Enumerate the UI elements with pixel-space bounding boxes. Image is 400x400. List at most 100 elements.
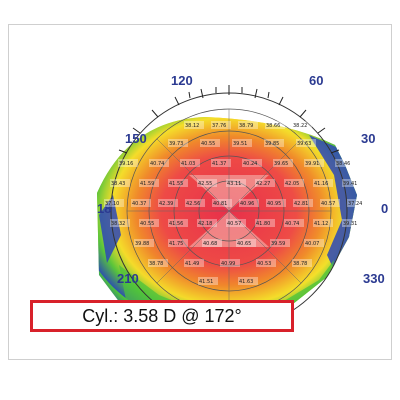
keratometry-value-bg (180, 159, 200, 167)
keratometry-value: 41.75 (169, 241, 183, 247)
keratometry-value-bg (342, 219, 362, 227)
keratometry-value: 42.18 (198, 221, 212, 227)
keratometry-value: 40.37 (132, 201, 146, 207)
keratometry-value: 39.65 (274, 161, 288, 167)
keratometry-value-bg (255, 219, 275, 227)
keratometry-value-bg (347, 199, 367, 207)
keratometry-value: 39.16 (119, 161, 133, 167)
keratometry-value-bg (264, 139, 284, 147)
keratometry-value-bg (242, 159, 262, 167)
keratometry-value-bg (273, 159, 293, 167)
keratometry-value-bg (292, 121, 312, 129)
keratometry-value-bg (211, 121, 231, 129)
keratometry-value-bg (266, 199, 286, 207)
keratometry-value: 40.74 (150, 161, 164, 167)
keratometry-value: 39.88 (135, 241, 149, 247)
keratometry-value: 41.56 (169, 221, 183, 227)
keratometry-value-bg (168, 179, 188, 187)
keratometry-value: 40.95 (267, 201, 281, 207)
keratometry-value: 40.65 (237, 241, 251, 247)
keratometry-value: 41.51 (199, 279, 213, 285)
keratometry-value: 38.43 (111, 181, 125, 187)
keratometry-value-bg (265, 121, 285, 129)
keratometry-value-bg (320, 199, 340, 207)
keratometry-value: 39.31 (343, 221, 357, 227)
keratometry-value-bg (110, 219, 130, 227)
keratometry-value: 42.39 (159, 201, 173, 207)
meridian-lines (127, 109, 331, 313)
keratometry-value: 42.56 (186, 201, 200, 207)
keratometry-value-bg (168, 239, 188, 247)
keratometry-value-bg (304, 239, 324, 247)
keratometry-value-bg (342, 179, 362, 187)
axis-label-0: 0 (381, 201, 388, 216)
cylinder-caption-text: Cyl.: 3.58 D @ 172° (82, 305, 242, 326)
keratometry-value-bg (185, 199, 205, 207)
keratometry-value-bg (270, 239, 290, 247)
keratometry-value-bg (304, 159, 324, 167)
keratometry-values: 38.12 37.76 38.79 38.66 38.22 39.73 40.55 39.51… (104, 121, 367, 285)
keratometry-value-bg (293, 199, 313, 207)
axis-label-180: 18 (97, 201, 111, 216)
keratometry-value: 40.99 (221, 261, 235, 267)
keratometry-value: 40.55 (140, 221, 154, 227)
keratometry-value-bg (168, 139, 188, 147)
axis-label-330: 330 (363, 271, 385, 286)
keratometry-value-bg (226, 219, 246, 227)
keratometry-value: 37.10 (105, 201, 119, 207)
keratometry-value-bg (238, 121, 258, 129)
keratometry-value-bg (149, 159, 169, 167)
keratometry-value: 37.24 (348, 201, 362, 207)
keratometry-value-bg (313, 219, 333, 227)
keratometry-value-bg (184, 259, 204, 267)
keratometry-value-bg (256, 259, 276, 267)
keratometry-value: 41.12 (314, 221, 328, 227)
keratometry-value-bg (184, 121, 204, 129)
keratometry-value: 40.68 (203, 241, 217, 247)
keratometry-value-bg (284, 219, 304, 227)
keratometry-value: 38.32 (111, 221, 125, 227)
keratometry-value: 43.11 (227, 181, 241, 187)
keratometry-value-bg (131, 199, 151, 207)
keratometry-value: 42.05 (285, 181, 299, 187)
cylinder-caption-box: Cyl.: 3.58 D @ 172° (30, 300, 294, 332)
keratometry-value-bg (220, 259, 240, 267)
keratometry-value: 40.57 (321, 201, 335, 207)
keratometry-value-bg (238, 277, 258, 285)
keratometry-value: 39.85 (265, 141, 279, 147)
keratometry-value: 41.55 (169, 181, 183, 187)
keratometry-value: 39.73 (169, 141, 183, 147)
keratometry-value-bg (200, 139, 220, 147)
keratometry-value: 38.46 (336, 161, 350, 167)
keratometry-value: 42.55 (198, 181, 212, 187)
keratometry-value: 38.22 (293, 123, 307, 129)
keratometry-value: 41.03 (181, 161, 195, 167)
keratometry-value: 40.81 (213, 201, 227, 207)
keratometry-value-bg (284, 179, 304, 187)
keratometry-value-bg (118, 159, 138, 167)
keratometry-value: 38.66 (266, 123, 280, 129)
keratometry-value-bg (226, 179, 246, 187)
keratometry-value: 40.07 (305, 241, 319, 247)
keratometry-value-bg (197, 179, 217, 187)
axis-label-60: 60 (309, 73, 323, 88)
keratometry-value-bg (232, 139, 252, 147)
keratometry-value-bg (239, 199, 259, 207)
keratometry-value: 40.74 (285, 221, 299, 227)
keratometry-value: 40.96 (240, 201, 254, 207)
keratometry-value: 37.76 (212, 123, 226, 129)
keratometry-value: 42.27 (256, 181, 270, 187)
keratometry-value: 41.16 (314, 181, 328, 187)
keratometry-value: 40.24 (243, 161, 257, 167)
keratometry-value: 42.81 (294, 201, 308, 207)
axis-label-120: 120 (171, 73, 193, 88)
keratometry-value: 38.78 (293, 261, 307, 267)
keratometry-value: 41.49 (185, 261, 199, 267)
keratometry-value: 41.63 (239, 279, 253, 285)
keratometry-value-bg (139, 179, 159, 187)
axis-label-150: 150 (125, 131, 147, 146)
keratometry-value: 41.37 (212, 161, 226, 167)
keratometry-value: 41.80 (256, 221, 270, 227)
keratometry-value-bg (139, 219, 159, 227)
keratometry-value: 38.79 (239, 123, 253, 129)
